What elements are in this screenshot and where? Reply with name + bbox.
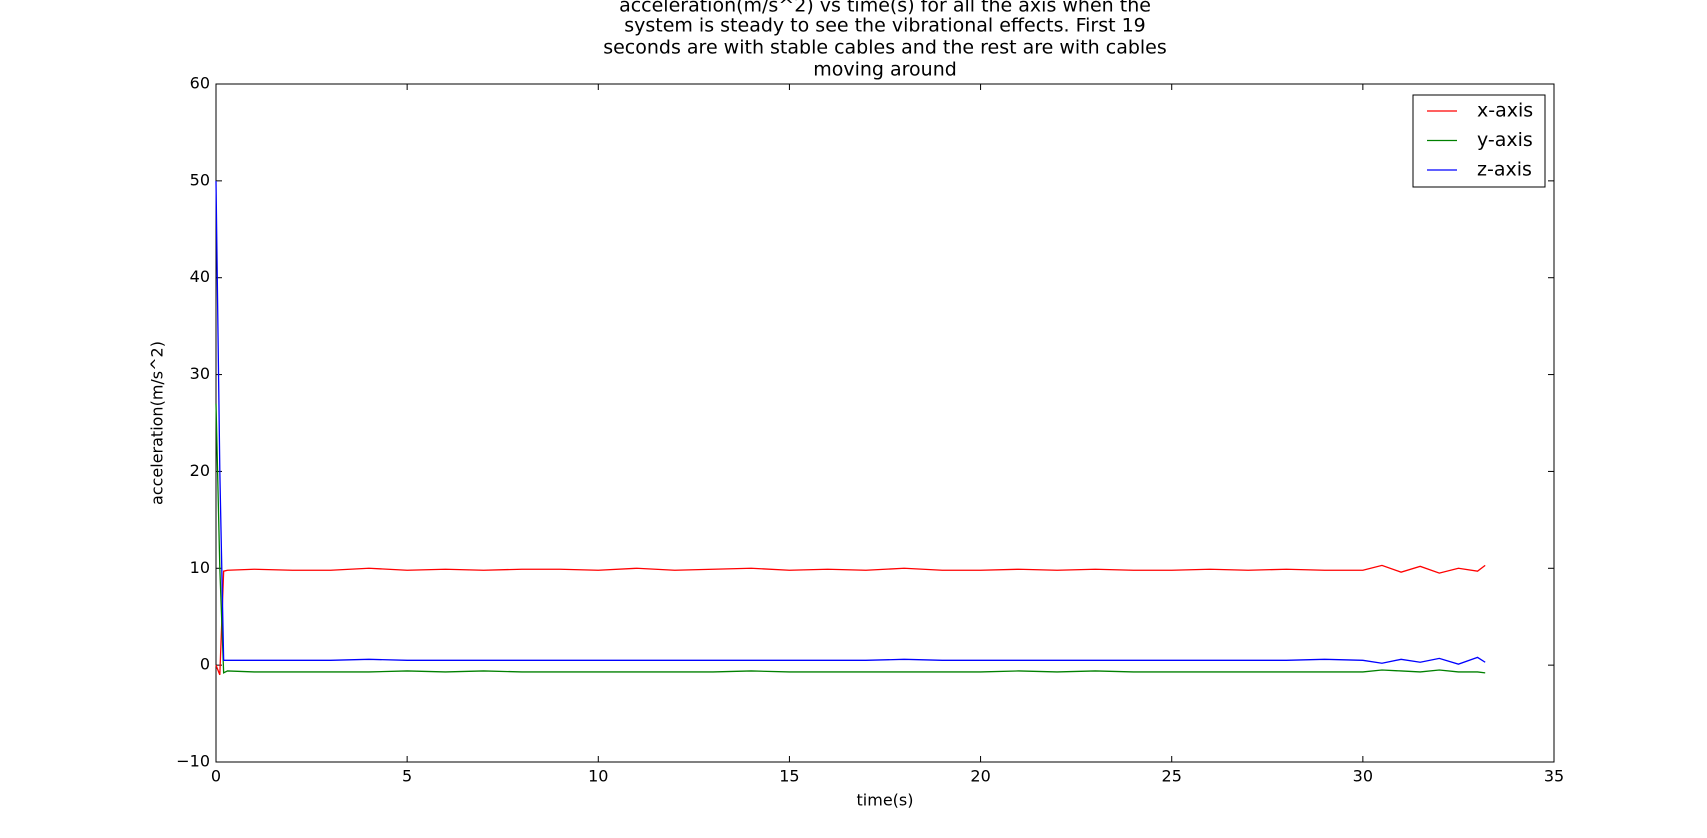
- x-tick-label: 25: [1162, 767, 1182, 786]
- x-tick-label: 0: [211, 767, 221, 786]
- y-tick-label: 50: [190, 170, 210, 189]
- y-tick-label: 30: [190, 364, 210, 383]
- y-tick-label: 40: [190, 267, 210, 286]
- x-tick-label: 30: [1353, 767, 1373, 786]
- legend-label: y-axis: [1477, 129, 1533, 151]
- chart-title: system is steady to see the vibrational …: [624, 15, 1146, 37]
- y-axis-label: acceleration(m/s^2): [148, 341, 167, 505]
- x-tick-label: 15: [779, 767, 799, 786]
- chart-title: moving around: [813, 59, 957, 81]
- x-tick-label: 10: [588, 767, 608, 786]
- data-line: [215, 180, 1486, 665]
- y-tick-label: 0: [200, 655, 210, 674]
- legend-label: z-axis: [1477, 159, 1532, 181]
- y-tick-label: −10: [176, 752, 210, 771]
- data-line: [215, 403, 1486, 674]
- y-tick-label: 20: [190, 461, 210, 480]
- x-tick-label: 35: [1544, 767, 1564, 786]
- y-tick-label: 60: [190, 74, 210, 93]
- legend-label: x-axis: [1477, 100, 1533, 122]
- chart-title: acceleration(m/s^2) vs time(s) for all t…: [619, 0, 1151, 17]
- chart-title: seconds are with stable cables and the r…: [603, 37, 1167, 59]
- x-axis-label: time(s): [857, 791, 914, 810]
- y-tick-label: 10: [190, 558, 210, 577]
- data-line: [215, 564, 1486, 676]
- x-tick-label: 5: [402, 767, 412, 786]
- x-tick-label: 20: [970, 767, 990, 786]
